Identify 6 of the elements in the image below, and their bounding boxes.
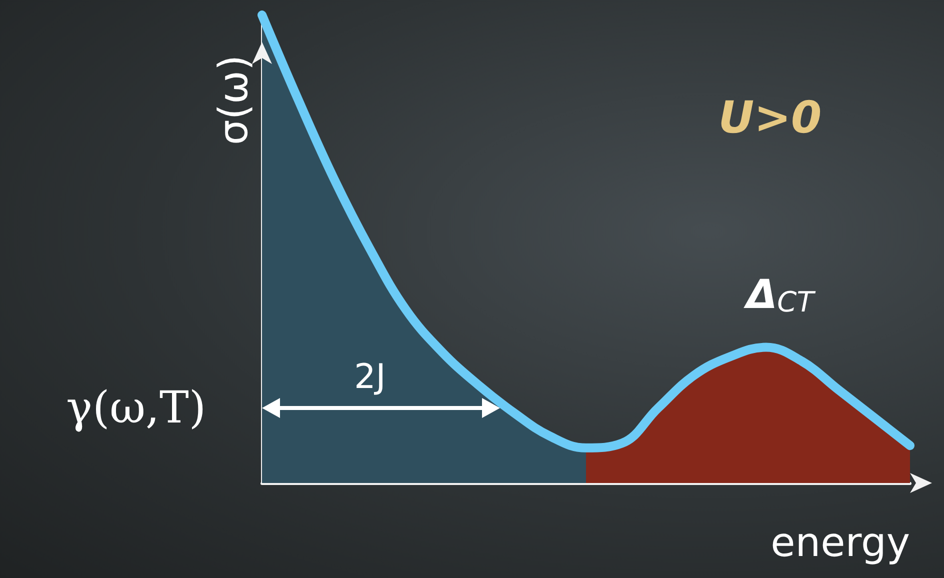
annotation: U>0: [718, 92, 822, 144]
annotation: ΔCT: [743, 272, 816, 318]
text: γ(ω,T): [66, 382, 206, 434]
y-axis-title: σ(ω): [211, 54, 257, 145]
annotation: 2J: [354, 357, 386, 397]
x-axis-title: energy: [770, 520, 910, 566]
